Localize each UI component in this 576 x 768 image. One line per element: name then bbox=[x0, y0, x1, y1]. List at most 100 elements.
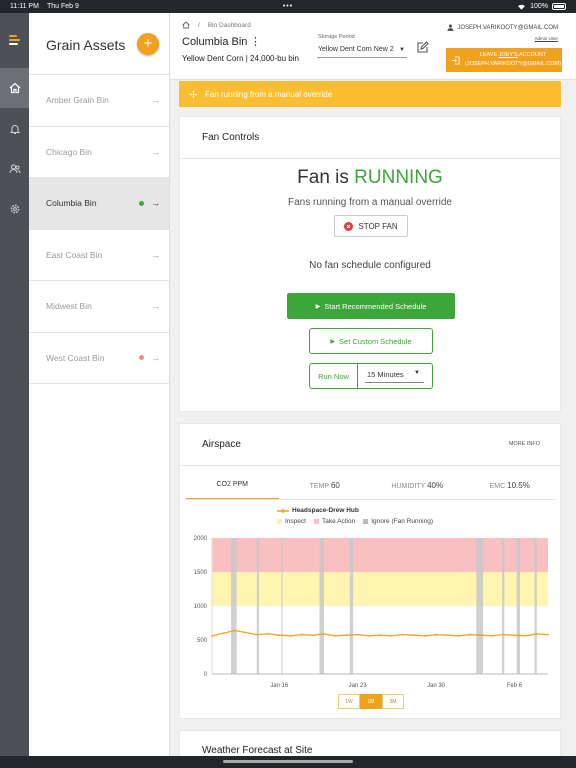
asset-item-label: West Coast Bin bbox=[46, 352, 105, 363]
data-point bbox=[479, 634, 482, 637]
tab-value: 10.5% bbox=[507, 481, 530, 490]
fan-status-subtitle: Fans running from a manual override bbox=[288, 197, 452, 208]
breadcrumb: / Bin Dashboard bbox=[182, 21, 251, 29]
asset-item[interactable]: Amber Grain Bin → bbox=[29, 75, 169, 127]
arrow-right-icon: → bbox=[151, 301, 160, 312]
status-time: 11:11 PM bbox=[10, 3, 39, 10]
data-point bbox=[446, 634, 449, 637]
set-custom-schedule-button[interactable]: ▶ Set Custom Schedule bbox=[309, 328, 433, 354]
ignore-period bbox=[256, 538, 260, 674]
data-point bbox=[435, 633, 437, 636]
home-indicator bbox=[0, 756, 576, 768]
leave-label-pre: LEAVE bbox=[479, 52, 499, 58]
arrow-right-icon: → bbox=[151, 249, 160, 260]
tab-co2-ppm[interactable]: CO2 PPM bbox=[186, 475, 279, 499]
menu-logo-icon[interactable] bbox=[9, 35, 20, 47]
ignore-period bbox=[281, 538, 283, 674]
weather-title: Weather Forecast at Site bbox=[202, 745, 313, 756]
series-line-icon bbox=[277, 508, 289, 513]
data-point bbox=[423, 635, 426, 637]
x-tick-label: Jan 16 bbox=[270, 683, 289, 689]
home-icon[interactable] bbox=[182, 21, 190, 29]
legend-item[interactable]: Ignore (Fan Running) bbox=[363, 518, 433, 525]
stop-fan-label: STOP FAN bbox=[358, 221, 398, 231]
tab-humidity[interactable]: HUMIDITY 40% bbox=[371, 475, 464, 499]
more-info-button[interactable]: MORE INFO bbox=[508, 441, 540, 447]
run-now-button[interactable]: Run Now bbox=[310, 364, 358, 388]
arrow-right-icon: → bbox=[151, 198, 160, 209]
ignore-period bbox=[231, 538, 237, 674]
tab-value: 60 bbox=[330, 481, 340, 490]
asset-item[interactable]: West Coast Bin → bbox=[29, 333, 169, 384]
asset-item-label: Columbia Bin bbox=[46, 198, 97, 209]
stop-fan-button[interactable]: STOP FAN bbox=[334, 215, 408, 237]
assets-title: Grain Assets bbox=[46, 37, 126, 53]
user-account: JOSEPH.VARIKOOTY@GMAIL.COM bbox=[447, 24, 558, 31]
users-icon[interactable] bbox=[0, 149, 29, 189]
fan-controls-card: Fan Controls Fan is RUNNING Fans running… bbox=[179, 116, 561, 412]
status-dot bbox=[139, 355, 144, 361]
asset-item[interactable]: East Coast Bin → bbox=[29, 230, 169, 281]
bin-name: Columbia Bin bbox=[182, 36, 248, 48]
range-button-1w[interactable]: 1W bbox=[338, 694, 360, 709]
tab-label: TEMP bbox=[309, 483, 329, 490]
tab-label: CO2 PPM bbox=[216, 481, 248, 488]
nav-rail bbox=[0, 13, 29, 768]
data-point bbox=[356, 633, 359, 636]
leave-account-button[interactable]: LEAVE JOEY'S ACCOUNT (JOSEPH.VARIKOOTY@G… bbox=[446, 48, 562, 72]
status-dot bbox=[139, 200, 144, 206]
data-point bbox=[278, 634, 281, 637]
data-point bbox=[267, 632, 269, 635]
more-vert-icon[interactable]: ⋮ bbox=[250, 36, 261, 48]
data-point bbox=[244, 631, 247, 634]
battery-icon bbox=[552, 3, 566, 10]
breadcrumb-current: Bin Dashboard bbox=[207, 21, 251, 29]
x-tick-label: Feb 6 bbox=[507, 683, 523, 689]
gear-icon[interactable] bbox=[0, 189, 29, 229]
data-point bbox=[289, 635, 292, 637]
fan-status-prefix: Fan is bbox=[297, 167, 355, 188]
data-point bbox=[379, 634, 381, 637]
asset-item[interactable]: Columbia Bin → bbox=[29, 178, 169, 230]
storage-period-select[interactable]: Yellow Dent Corn New 2 ▼ bbox=[317, 44, 407, 58]
tab-label: EMC bbox=[489, 483, 506, 490]
legend-item[interactable]: Inspect bbox=[277, 518, 306, 525]
play-icon: ▶ bbox=[330, 338, 336, 345]
data-point bbox=[535, 632, 538, 635]
asset-item[interactable]: Midwest Bin → bbox=[29, 281, 169, 333]
legend-label: Take Action bbox=[321, 518, 356, 525]
start-recommended-schedule-button[interactable]: ▶ Start Recommended Schedule bbox=[287, 293, 455, 319]
ignore-period bbox=[534, 538, 537, 674]
data-point bbox=[401, 633, 404, 636]
fan-status: Fan is RUNNING bbox=[180, 167, 560, 189]
admin-user-link[interactable]: Admin User bbox=[534, 36, 558, 41]
data-point bbox=[311, 634, 314, 637]
threshold-band bbox=[212, 538, 548, 572]
tab-temp[interactable]: TEMP 60 bbox=[279, 475, 372, 499]
no-schedule-text: No fan schedule configured bbox=[309, 260, 431, 271]
legend-swatch bbox=[363, 519, 369, 524]
banner-text: Fan running from a manual override bbox=[205, 89, 333, 99]
tab-label: HUMIDITY bbox=[391, 483, 426, 490]
data-point bbox=[412, 634, 415, 637]
data-point bbox=[334, 635, 337, 637]
add-asset-button[interactable]: + bbox=[137, 33, 159, 55]
home-icon[interactable] bbox=[0, 68, 29, 108]
run-now-group: Run Now 15 Minutes ▼ bbox=[309, 363, 433, 389]
data-point bbox=[468, 633, 471, 636]
asset-item[interactable]: Chicago Bin → bbox=[29, 127, 169, 178]
range-button-1m[interactable]: 1M bbox=[360, 694, 382, 709]
legend-item[interactable]: Take Action bbox=[313, 518, 356, 525]
bell-icon[interactable] bbox=[0, 109, 29, 149]
tab-emc[interactable]: EMC 10.5% bbox=[464, 475, 557, 499]
range-button-3m[interactable]: 3M bbox=[382, 694, 404, 709]
arrow-right-icon: → bbox=[151, 95, 160, 106]
airspace-title: Airspace bbox=[202, 439, 241, 450]
duration-select[interactable]: 15 Minutes ▼ bbox=[358, 364, 432, 388]
legend-swatch bbox=[313, 519, 319, 524]
status-bar: 11:11 PM Thu Feb 9 ••• 100% bbox=[0, 0, 576, 13]
edit-icon[interactable] bbox=[416, 41, 429, 59]
fan-icon bbox=[189, 90, 198, 98]
exit-icon bbox=[446, 55, 464, 65]
y-tick-label: 1000 bbox=[194, 604, 208, 610]
